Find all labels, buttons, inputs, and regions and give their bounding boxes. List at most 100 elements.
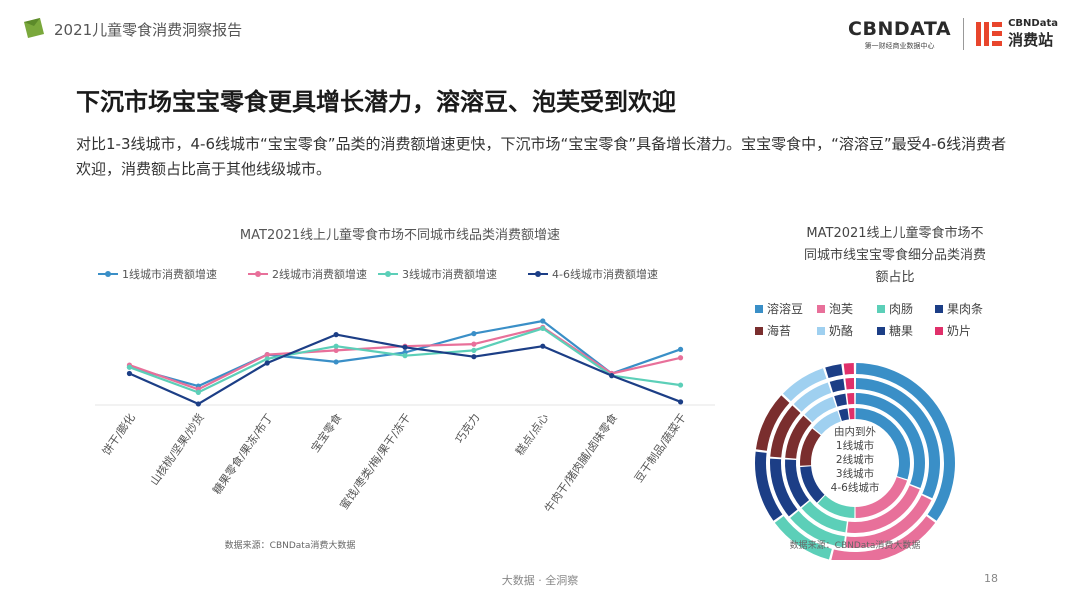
donut-legend-swatch-1 [755, 305, 763, 313]
xiaofeizhan-cn: 消费站 [1008, 31, 1054, 49]
donut-legend-swatch-8 [935, 327, 943, 335]
point-s2-9 [677, 355, 684, 361]
point-s3-3 [264, 356, 270, 362]
donut-slice-r2-1 [855, 393, 926, 488]
point-s3-5 [402, 353, 408, 359]
donut-slice-r3-5 [770, 405, 801, 458]
donut-legend-label-3: 肉肠 [889, 302, 913, 316]
point-s4-2 [195, 401, 201, 407]
donut-slice-r1-2 [855, 477, 908, 518]
donut-slice-r2-8 [847, 393, 855, 405]
point-s2-4 [333, 347, 339, 353]
legend-label-3: 3线城市消费额增速 [402, 267, 497, 281]
donut-slice-r2-4 [784, 459, 810, 507]
donut-slice-r4-5 [755, 395, 790, 451]
point-s4-3 [264, 360, 270, 366]
legend-label-1: 1线城市消费额增速 [122, 267, 217, 281]
donut-slice-r1-6 [813, 410, 841, 435]
donut-legend-swatch-2 [817, 305, 825, 313]
donut-center-label-2: 1线城市 [836, 439, 874, 452]
point-s4-8 [609, 373, 615, 379]
point-s2-6 [471, 341, 477, 347]
donut-title-line-2: 同城市线宝宝零食细分品类消费 [804, 247, 986, 263]
x-tick-label-3: 糖果零食/果冻/布丁 [209, 411, 275, 497]
point-s1-4 [333, 359, 339, 365]
point-s4-4 [333, 332, 339, 338]
point-s4-6 [471, 354, 477, 360]
cbndata-wordmark: CBNDATA [848, 17, 952, 40]
donut-center-label-4: 3线城市 [836, 467, 874, 480]
donut-center-label-1: 由内到外 [834, 425, 876, 438]
xiaofeizhan-en: CBNData [1008, 18, 1058, 29]
donut-slice-r3-4 [770, 458, 798, 517]
donut-legend-label-4: 果肉条 [947, 302, 983, 316]
donut-slice-r1-7 [838, 408, 849, 421]
donut-legend-label-8: 奶片 [947, 324, 971, 338]
donut-slice-r3-7 [829, 378, 845, 393]
donut-legend-label-7: 糖果 [889, 323, 913, 338]
donut-legend-swatch-3 [877, 305, 885, 313]
x-tick-label-6: 巧克力 [453, 411, 483, 445]
donut-slice-r4-2 [831, 516, 936, 560]
point-s4-7 [540, 343, 546, 349]
point-s4-5 [402, 344, 408, 350]
point-s3-4 [333, 343, 339, 349]
donut-slice-r4-6 [782, 368, 827, 402]
donut-slice-r2-2 [847, 485, 920, 534]
donut-legend-swatch-5 [755, 327, 763, 335]
legend-label-2: 2线城市消费额增速 [272, 267, 367, 281]
donut-slice-r2-5 [785, 415, 812, 459]
legend-marker-4 [535, 271, 541, 277]
brand-divider [963, 18, 965, 50]
point-s2-3 [264, 352, 270, 358]
donut-slice-r1-3 [817, 495, 855, 518]
x-tick-label-2: 山核桃/坚果/炒货 [147, 411, 207, 488]
legend-marker-1 [105, 271, 111, 277]
legend-marker-3 [385, 271, 391, 277]
line-chart-source: 数据来源：CBNData消费大数据 [225, 539, 356, 551]
donut-title-line-1: MAT2021线上儿童零食市场不 [806, 225, 983, 241]
footer-slogan: 大数据 · 全洞察 [501, 574, 579, 587]
donut-slice-r1-5 [799, 428, 821, 466]
xiaofeizhan-logo: CBNData 消费站 [1008, 18, 1058, 50]
line-chart-title: MAT2021线上儿童零食市场不同城市线品类消费额增速 [240, 227, 560, 243]
donut-legend-label-1: 溶溶豆 [767, 301, 803, 316]
donut-chart-source: 数据来源：CBNData消费大数据 [790, 539, 921, 551]
point-s4-1 [126, 370, 133, 377]
donut-legend-label-5: 海苔 [767, 323, 791, 338]
point-s1-6 [471, 331, 477, 337]
point-s3-2 [195, 389, 201, 395]
donut-slice-r4-8 [843, 363, 854, 375]
point-s3-7 [540, 325, 546, 331]
point-s1-9 [677, 346, 684, 352]
donut-slice-r2-3 [801, 501, 847, 533]
report-logo-icon [24, 18, 44, 38]
point-s4-9 [677, 399, 684, 405]
donut-slice-r4-4 [755, 451, 783, 521]
donut-center-label-5: 4-6线城市 [831, 481, 880, 494]
legend-label-4: 4-6线城市消费额增速 [552, 267, 658, 281]
donut-slice-r4-3 [774, 516, 832, 560]
x-tick-label-5: 蜜饯/枣类/梅/果干/冻干 [337, 411, 414, 512]
donut-legend-label-2: 泡芙 [829, 302, 853, 316]
legend-marker-2 [255, 271, 261, 277]
donut-slice-r2-6 [804, 396, 837, 423]
cbndata-logo: CBNDATA 第一财经商业数据中心 [848, 18, 951, 51]
donut-slice-r3-2 [845, 495, 932, 548]
donut-legend-swatch-7 [877, 327, 885, 335]
x-tick-label-7: 糕点/点心 [512, 411, 551, 458]
donut-title-line-3: 额占比 [875, 270, 914, 285]
donut-slice-r4-1 [856, 363, 955, 521]
cbndata-subtitle: 第一财经商业数据中心 [864, 41, 935, 50]
point-s3-6 [471, 347, 477, 353]
x-tick-label-4: 宝宝零食 [308, 411, 345, 455]
donut-legend-swatch-4 [935, 305, 943, 313]
point-s3-1 [126, 364, 133, 370]
donut-slice-r3-8 [845, 378, 855, 390]
donut-slice-r3-3 [790, 510, 845, 548]
donut-slice-r4-7 [825, 363, 843, 379]
document-title: 2021儿童零食消费洞察报告 [54, 21, 243, 39]
donut-center-label-3: 2线城市 [836, 453, 874, 466]
point-s1-7 [540, 318, 546, 324]
